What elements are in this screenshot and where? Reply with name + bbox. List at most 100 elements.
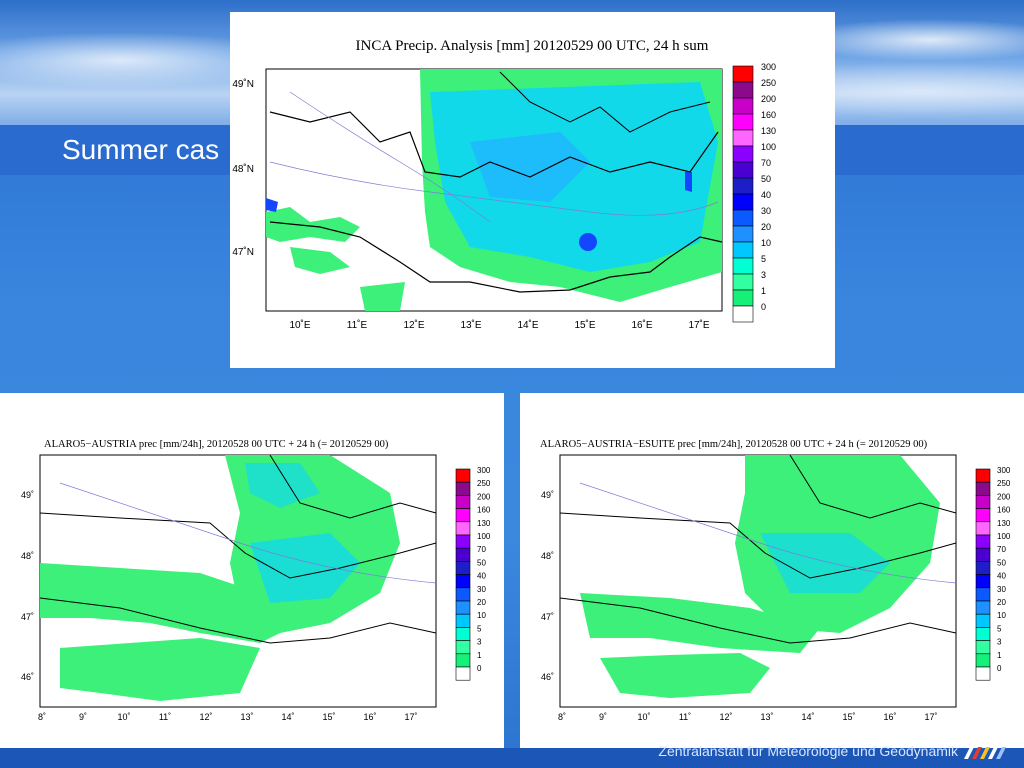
inca-lon-15: 15˚E [574,319,595,331]
inca-colorbar-label-15: 0 [761,302,766,312]
inca-river-2 [289,91,491,223]
inca-lon-10: 10˚E [289,319,310,331]
inca-map-svg: INCA Precip. Analysis [mm] 20120529 00 U… [232,38,776,331]
alaro-map-panel: ALARO5−AUSTRIA prec [mm/24h], 20120528 0… [0,393,504,748]
alaro-colorbar-swatch-13 [455,640,471,655]
alaro-esuite-colorbar-label-0: 300 [997,466,1011,475]
alaro-border-czech [269,454,437,519]
inca-lon-17: 17˚E [688,319,709,331]
alaro-esuite-colorbar-label-5: 100 [997,532,1011,541]
inca-lon-labels: 10˚E 11˚E 12˚E 13˚E 14˚E 15˚E 16˚E 17˚E [289,319,709,331]
alaro-colorbar-swatch-4 [455,521,471,536]
alaro-esuite-lat-46: 46˚ [541,672,554,682]
inca-precip-blue-core [579,233,597,251]
alaro-esuite-lon-10: 10˚ [637,712,650,722]
alaro-precip-cyan-north [245,463,320,508]
inca-border-czech [499,71,711,133]
inca-colorbar-label-0: 300 [761,62,776,72]
inca-precip-blue-east [685,172,692,192]
alaro-esuite-colorbar-swatch-12 [975,627,991,641]
alaro-esuite-colorbar-swatch-3 [975,508,991,523]
alaro-esuite-colorbar-swatch-14 [975,653,991,668]
alaro-lon-13: 13˚ [240,712,253,722]
alaro-colorbar-swatch-11 [455,613,471,628]
alaro-colorbar-swatch-14 [455,653,471,668]
alaro-lat-46: 46˚ [21,672,34,682]
alaro-esuite-lon-17: 17˚ [924,712,937,722]
alaro-esuite-colorbar-label-12: 5 [997,624,1002,633]
alaro-esuite-colorbar-swatch-11 [975,613,991,628]
inca-lon-11: 11˚E [347,319,368,331]
alaro-lon-9: 9˚ [79,712,87,722]
inca-precip-west [266,207,360,242]
inca-colorbar-label-11: 10 [761,238,771,248]
alaro-colorbar-label-8: 40 [477,572,486,581]
alaro-esuite-lon-13: 13˚ [760,712,773,722]
alaro-esuite-lon-11: 11˚ [679,712,691,722]
inca-colorbar-swatch-10 [732,225,754,243]
inca-map-panel: INCA Precip. Analysis [mm] 20120529 00 U… [230,12,835,368]
alaro-esuite-colorbar-swatch-6 [975,547,991,562]
alaro-map-svg: ALARO5−AUSTRIA prec [mm/24h], 20120528 0… [21,439,491,722]
alaro-lon-labels: 8˚ 9˚ 10˚ 11˚ 12˚ 13˚ 14˚ 15˚ 16˚ 17˚ [38,712,418,722]
alaro-lat-48: 48˚ [21,551,34,561]
alaro-esuite-colorbar-swatch-8 [975,574,991,589]
alaro-lon-15: 15˚ [322,712,335,722]
inca-lat-49: 49˚N [232,78,254,90]
alaro-colorbar-swatch-6 [455,547,471,562]
inca-colorbar-label-6: 70 [761,158,771,168]
alaro-esuite-lon-16: 16˚ [883,712,896,722]
alaro-lon-17: 17˚ [404,712,417,722]
alaro-esuite-colorbar-swatch-0 [975,468,991,483]
inca-colorbar-swatch-9 [732,209,754,227]
alaro-colorbar-label-0: 300 [477,466,491,475]
inca-colorbar-label-13: 3 [761,270,766,280]
alaro-esuite-colorbar-swatch-9 [975,587,991,602]
alaro-esuite-map-title: ALARO5−AUSTRIA−ESUITE prec [mm/24h], 201… [540,439,928,450]
inca-lat-48: 48˚N [232,163,254,175]
inca-colorbar-swatch-11 [732,241,754,259]
alaro-colorbar-label-15: 0 [477,664,482,673]
alaro-colorbar-label-1: 250 [477,479,491,488]
alaro-esuite-colorbar-label-10: 20 [997,598,1006,607]
inca-colorbar-label-4: 130 [761,126,776,136]
alaro-lon-16: 16˚ [363,712,376,722]
inca-colorbar-swatch-13 [732,273,754,291]
inca-colorbar-label-7: 50 [761,174,771,184]
alaro-esuite-colorbar-swatch-15 [975,666,991,681]
inca-colorbar-label-12: 5 [761,254,766,264]
inca-colorbar-swatch-7 [732,177,754,195]
alaro-border-north [39,512,437,579]
alaro-colorbar-label-4: 130 [477,519,491,528]
alaro-colorbar-swatch-9 [455,587,471,602]
alaro-esuite-colorbar-label-13: 3 [997,638,1002,647]
alaro-colorbar-swatch-8 [455,574,471,589]
inca-lon-16: 16˚E [631,319,652,331]
alaro-esuite-lon-8: 8˚ [558,712,566,722]
alaro-colorbar-label-9: 30 [477,585,486,594]
alaro-colorbar-swatch-1 [455,481,471,496]
inca-colorbar-label-3: 160 [761,110,776,120]
alaro-colorbar-label-7: 50 [477,558,486,567]
alaro-esuite-colorbar-label-3: 160 [997,506,1011,515]
inca-colorbar-label-10: 20 [761,222,771,232]
alaro-colorbar-label-10: 20 [477,598,486,607]
inca-precip-west2 [290,247,350,274]
alaro-colorbar-label-12: 5 [477,624,482,633]
inca-colorbar-label-2: 200 [761,94,776,104]
alaro-colorbar-label-3: 160 [477,506,491,515]
alaro-esuite-river [579,482,957,584]
alaro-lat-49: 49˚ [21,490,34,500]
alaro-esuite-colorbar-label-1: 250 [997,479,1011,488]
inca-border-south [269,221,723,293]
alaro-esuite-map-panel: ALARO5−AUSTRIA−ESUITE prec [mm/24h], 201… [520,393,1024,748]
alaro-colorbar-label-2: 200 [477,492,491,501]
alaro-esuite-colorbar-label-9: 30 [997,585,1006,594]
alaro-esuite-colorbar-label-8: 40 [997,572,1006,581]
alaro-lon-8: 8˚ [38,712,46,722]
alaro-esuite-colorbar-swatch-1 [975,481,991,496]
inca-colorbar-label-1: 250 [761,78,776,88]
alaro-esuite-colorbar-label-15: 0 [997,664,1002,673]
